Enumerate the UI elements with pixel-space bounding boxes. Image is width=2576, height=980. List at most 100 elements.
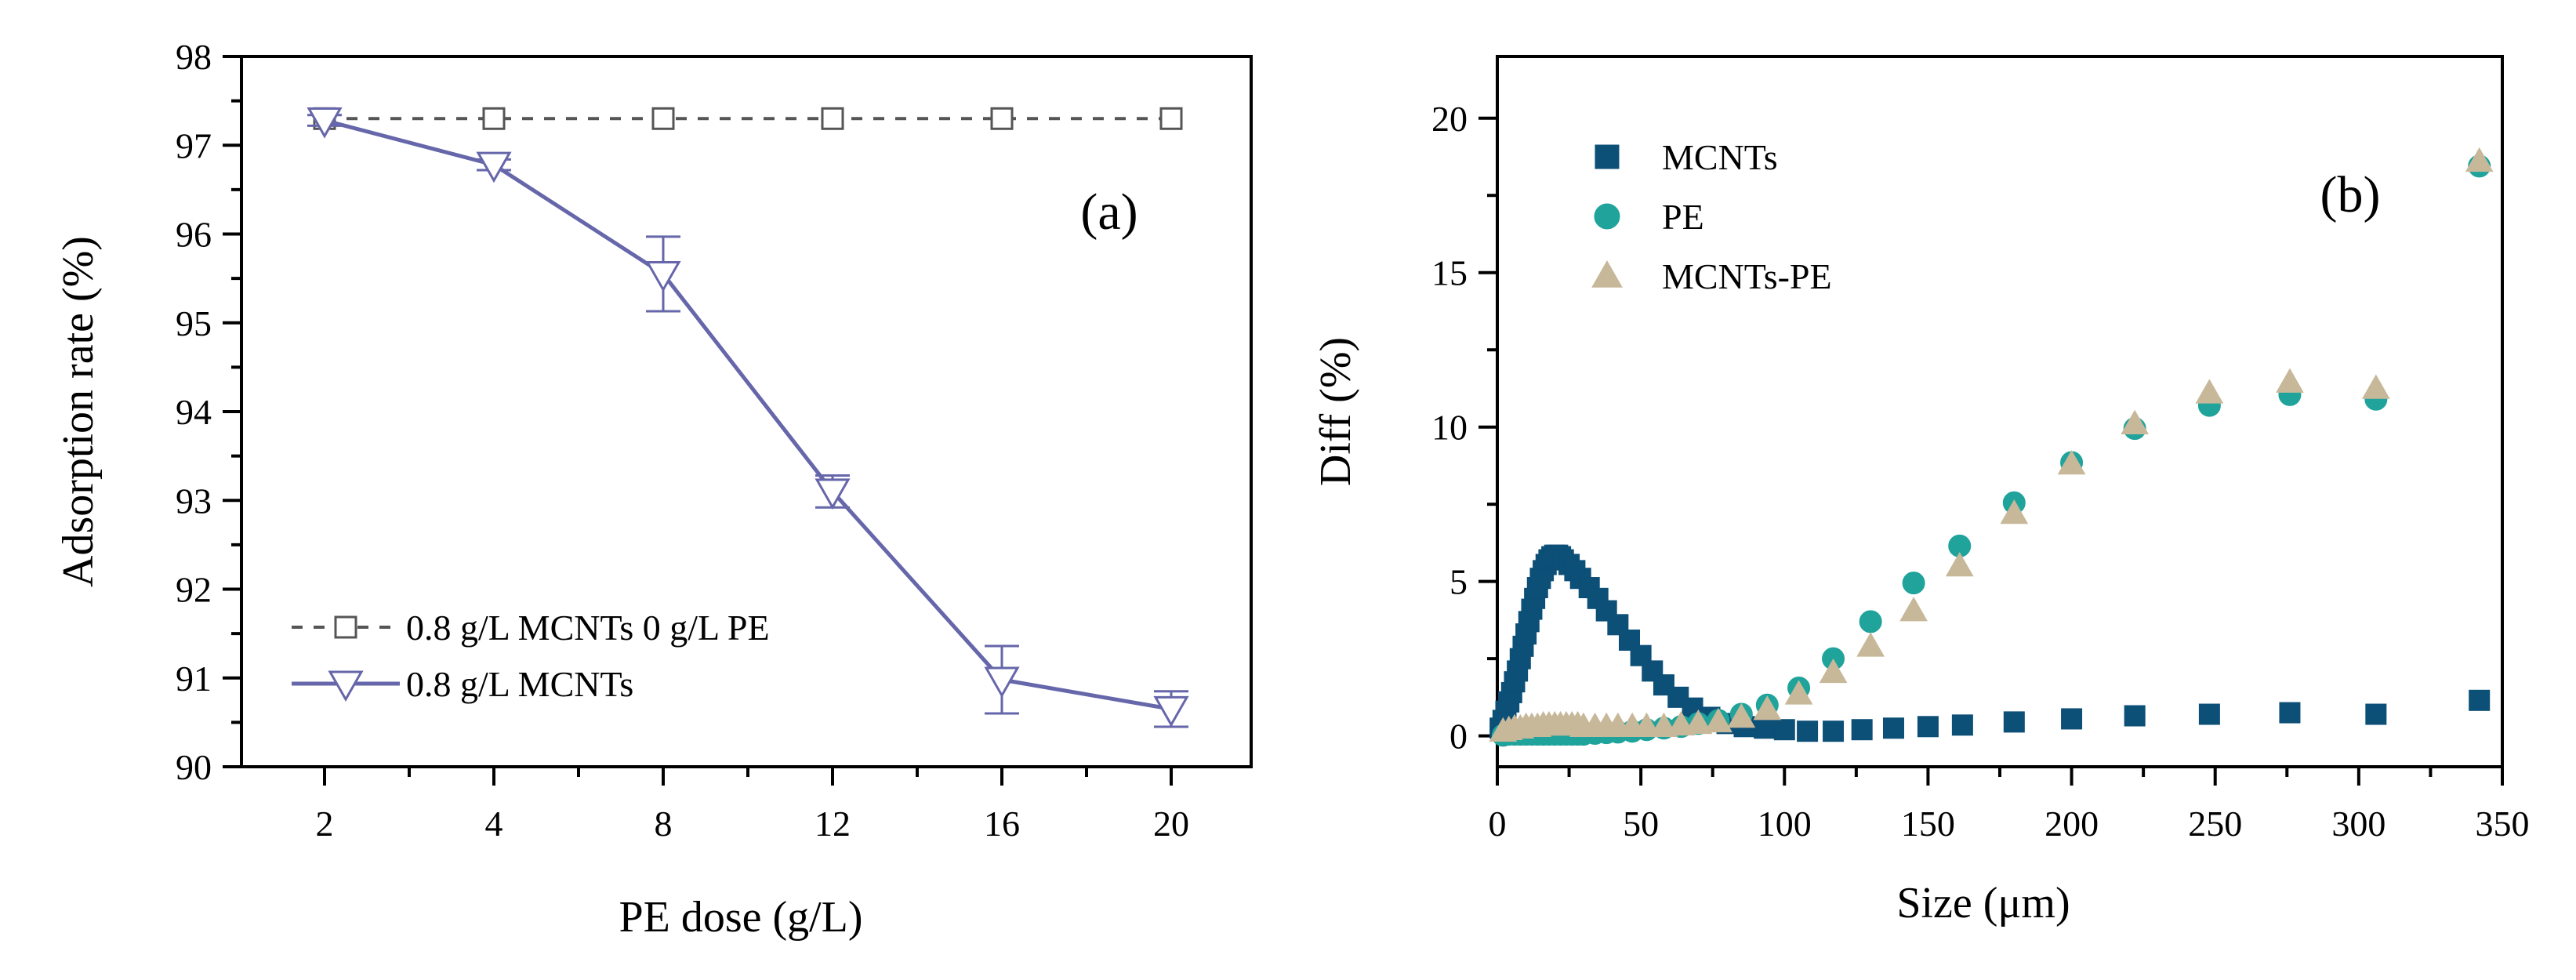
data-point: [821, 107, 844, 130]
data-point: [482, 107, 506, 130]
data-point: [1632, 712, 1661, 738]
data-point: [1784, 680, 1813, 705]
panel-a-plot-frame: [240, 55, 1253, 768]
data-point: [1153, 695, 1189, 728]
data-point: [1159, 107, 1183, 130]
panel-a-y-tick-label: 95: [176, 303, 212, 343]
data-point: [1859, 610, 1882, 633]
panel-a-y-tick-label: 94: [176, 392, 212, 432]
data-point: [1727, 702, 1756, 728]
panel-a-y-tick-label: 96: [176, 215, 212, 255]
data-point: [307, 107, 343, 139]
data-point: [645, 260, 681, 292]
legend-marker: [1591, 260, 1623, 288]
data-point: [2469, 689, 2491, 711]
legend-entry: 0.8 g/L MCNTs 0 g/L PE: [406, 608, 770, 648]
legend-marker: [334, 615, 357, 639]
panel-b-x-tick-label: 350: [2476, 804, 2530, 844]
panel-a-legend: 0.8 g/L MCNTs 0 g/L PE 0.8 g/L MCNTs: [292, 608, 770, 704]
panel-b-marks: [1489, 147, 2494, 747]
series-line: [324, 118, 1172, 711]
data-point: [651, 107, 675, 130]
data-point: [990, 107, 1014, 130]
data-point: [1773, 719, 1795, 741]
panel-b-x-tick-label: 150: [1901, 804, 1955, 844]
panel-b-x-tick-label: 50: [1623, 804, 1659, 844]
panel-a-x-tick-label: 12: [815, 804, 851, 844]
data-point: [1882, 717, 1904, 739]
data-point: [2000, 499, 2029, 524]
panel-a-x-tick-label: 20: [1153, 804, 1189, 844]
data-point: [984, 666, 1020, 699]
data-point: [1684, 709, 1713, 735]
legend-entry: PE: [1662, 197, 1704, 237]
series-control: [313, 107, 1183, 130]
panel-b-x-tick-label: 300: [2331, 804, 2386, 844]
data-point: [2057, 449, 2086, 475]
legend-marker: [1594, 203, 1620, 230]
series-mcnts-pe: [1489, 147, 2494, 742]
panel-a-marks: [307, 107, 1189, 728]
panel-a-x-tick-label: 16: [984, 804, 1020, 844]
legend-marker: [328, 670, 364, 702]
data-point: [815, 478, 851, 510]
panel-a-y-axis-label: Adsorption rate (%): [54, 236, 103, 587]
panel-b-y-tick-label: 20: [1431, 99, 1468, 139]
data-point: [2276, 368, 2304, 393]
data-point: [1819, 658, 1848, 684]
panel-b-label: (b): [2320, 166, 2381, 223]
data-point: [2361, 374, 2390, 399]
series-mcnts: [1489, 544, 2491, 742]
panel-a-y-tick-label: 90: [176, 747, 212, 787]
data-point: [1753, 695, 1782, 720]
data-point: [1823, 720, 1845, 742]
data-point: [2365, 703, 2387, 725]
data-point: [1951, 714, 1973, 736]
data-point: [1945, 551, 1974, 577]
legend-entry: 0.8 g/L MCNTs: [406, 664, 633, 704]
panel-a-x-tick-label: 2: [316, 804, 334, 844]
chart-panel-a: 90 91 92 93 94 95 96 97 98 2 4 8 12 16 20 0.8 g/L MCNT…: [54, 37, 1253, 942]
panel-a-x-tick-label: 4: [485, 804, 503, 844]
panel-b-y-tick-label: 15: [1431, 253, 1468, 293]
data-point: [2195, 379, 2224, 404]
panel-a-x-tick-label: 8: [655, 804, 673, 844]
data-point: [2003, 711, 2025, 733]
data-point: [2121, 409, 2150, 435]
panel-a-y-tick-label: 93: [176, 481, 212, 521]
panel-a-y-tick-label: 91: [176, 659, 212, 699]
data-point: [2124, 705, 2146, 727]
data-point: [1902, 572, 1925, 595]
series-mcnts-pe: [307, 107, 1189, 728]
panel-b-y-tick-label: 10: [1431, 408, 1468, 448]
panel-a-y-tick-label: 98: [176, 37, 212, 77]
panel-b-y-axis-label: Diff (%): [1312, 337, 1360, 486]
data-point: [1899, 597, 1928, 622]
data-point: [2279, 702, 2301, 724]
data-point: [1856, 632, 1885, 657]
panel-a-y-tick-label: 97: [176, 125, 212, 165]
data-point: [1754, 717, 1776, 739]
panel-b-x-tick-label: 0: [1489, 804, 1507, 844]
panel-b-x-tick-label: 250: [2188, 804, 2242, 844]
data-point: [2061, 708, 2083, 730]
legend-marker: [1595, 144, 1620, 169]
data-point: [476, 151, 512, 183]
panel-a-axes: 90 91 92 93 94 95 96 97 98 2 4 8 12 16 20: [176, 37, 1253, 844]
panel-a-y-tick-label: 92: [176, 570, 212, 610]
panel-b-y-tick-label: 0: [1449, 717, 1468, 757]
panel-a-x-axis-label: PE dose (g/L): [619, 893, 862, 942]
legend-entry: MCNTs: [1662, 137, 1778, 177]
panel-a-label: (a): [1080, 183, 1137, 241]
data-point: [1797, 720, 1819, 742]
data-point: [1851, 719, 1873, 741]
panel-b-x-tick-label: 100: [1758, 804, 1812, 844]
panel-b-x-axis-label: Size (μm): [1896, 879, 2070, 927]
panel-b-y-tick-label: 5: [1449, 562, 1468, 602]
data-point: [2198, 703, 2220, 725]
legend-entry: MCNTs-PE: [1662, 256, 1832, 296]
panel-b-x-tick-label: 200: [2044, 804, 2099, 844]
